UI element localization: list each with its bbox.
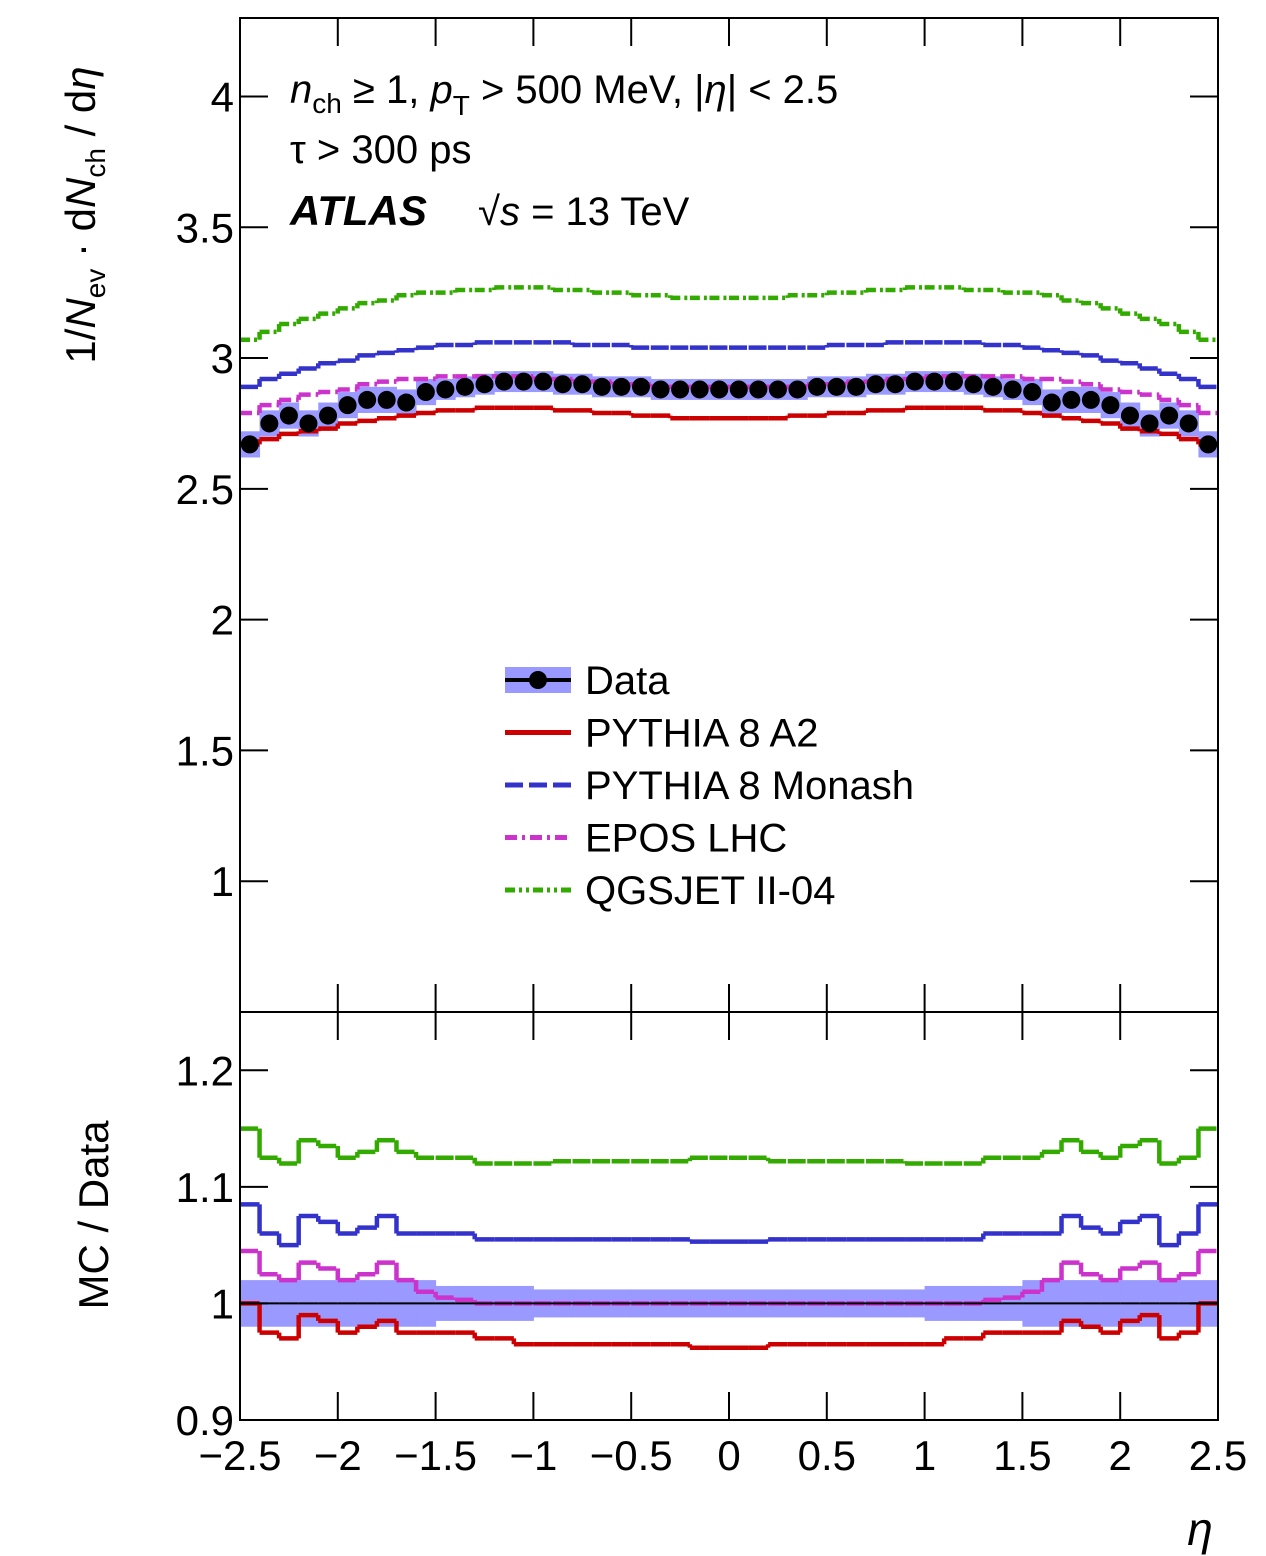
data-point: [651, 380, 670, 399]
y-tick-label: 1: [211, 858, 234, 905]
y-tick-label: 1.5: [176, 727, 234, 774]
data-point: [1042, 393, 1061, 412]
data-point: [573, 375, 592, 394]
y-tick-label: 2.5: [176, 466, 234, 513]
data-point: [925, 372, 944, 391]
plot-marks: 11.522.533.540.911.11.2−2.5 −2 −1.5 −1 −0.5 0…: [176, 17, 1247, 1479]
data-point: [514, 372, 533, 391]
series: [240, 1126, 1218, 1166]
series: [240, 1202, 1218, 1248]
ratio-y-axis-title: MC / Data: [70, 1120, 117, 1310]
data-point: [397, 393, 416, 412]
x-tick-label: −1: [509, 1432, 557, 1479]
data-point: [260, 414, 279, 433]
x-tick-label: 1: [913, 1432, 936, 1479]
annotation-selection: nch ≥ 1, pT > 500 MeV, |η| < 2.5: [290, 68, 838, 121]
x-tick-label: 0: [717, 1432, 740, 1479]
data-point: [984, 377, 1003, 396]
data-point: [671, 380, 690, 399]
data-point: [279, 406, 298, 425]
data-point: [964, 375, 983, 394]
data-point: [377, 390, 396, 409]
data-point: [240, 435, 259, 454]
y-tick-label: 4: [211, 73, 234, 120]
y-tick-label: 1.1: [176, 1164, 234, 1211]
atlas-label: ATLAS: [289, 187, 427, 234]
panel: 0.9 1 1.1 1.2 −2.5 −2 −1.5 −1 −0.5 0 0.5 1 1.5 2 2.5: [176, 1011, 1247, 1479]
data-point: [299, 414, 318, 433]
data-point: [1101, 396, 1120, 415]
y-tick-label: 0.9: [176, 1397, 234, 1444]
x-tick-label: −2: [314, 1432, 362, 1479]
x-tick-label: 0.5: [798, 1432, 856, 1479]
data-point: [710, 380, 729, 399]
data-point: [788, 380, 807, 399]
data-point: [808, 377, 827, 396]
legend-label: PYTHIA 8 A2: [585, 712, 818, 756]
data-point: [690, 380, 709, 399]
series: [240, 285, 1218, 342]
data-point: [1081, 390, 1100, 409]
data-point: [338, 396, 357, 415]
y-tick-label: 3: [211, 335, 234, 382]
x-tick-label: 1.5: [993, 1432, 1051, 1479]
data-point: [827, 377, 846, 396]
data-point: [1140, 414, 1159, 433]
data-point: [729, 380, 748, 399]
legend-marker: [529, 671, 547, 689]
x-tick-label: 2: [1109, 1432, 1132, 1479]
data-point: [631, 377, 650, 396]
y-tick-label: 1.2: [176, 1047, 234, 1094]
data-point: [905, 372, 924, 391]
data-point: [1003, 380, 1022, 399]
data-point: [534, 372, 553, 391]
data-point: [475, 375, 494, 394]
data-point: [553, 375, 572, 394]
data-point: [944, 372, 963, 391]
x-tick-label: −2.5: [199, 1432, 282, 1479]
y-tick-label: 3.5: [176, 204, 234, 251]
y-tick-label: 1: [211, 1280, 234, 1327]
data-point: [1199, 435, 1218, 454]
series: [240, 340, 1218, 390]
energy-label: √s = 13 TeV: [478, 190, 690, 234]
data-point: [1160, 406, 1179, 425]
data-point: [319, 406, 338, 425]
data-point: [436, 380, 455, 399]
legend-label: QGSJET II-04: [585, 869, 835, 913]
x-tick-label: 2.5: [1189, 1432, 1247, 1479]
data-point: [1179, 414, 1198, 433]
series: [240, 1301, 1218, 1350]
x-tick-label: −1.5: [394, 1432, 477, 1479]
legend-label: Data: [585, 659, 670, 703]
series: [240, 405, 1218, 447]
data-point: [358, 390, 377, 409]
y-axis-title: 1/Nev · dNch / dη: [57, 66, 111, 363]
data-point: [612, 377, 631, 396]
x-axis-title: η: [1187, 1503, 1213, 1555]
x-tick-label: −0.5: [590, 1432, 673, 1479]
data-point: [847, 377, 866, 396]
annotation-lifetime: τ > 300 ps: [290, 128, 471, 172]
y-tick-label: 2: [211, 597, 234, 644]
data-point: [592, 377, 611, 396]
data-point: [768, 380, 787, 399]
data-point: [455, 377, 474, 396]
data-point: [866, 375, 885, 394]
data-point: [1023, 383, 1042, 402]
data-point: [1120, 406, 1139, 425]
legend-label: PYTHIA 8 Monash: [585, 764, 914, 808]
legend-label: EPOS LHC: [585, 817, 787, 861]
data-point: [749, 380, 768, 399]
panel: 1 1.5 2 2.5 3 3.5 4: [176, 17, 1219, 1013]
data-point: [416, 383, 435, 402]
data-point: [886, 375, 905, 394]
data-point: [495, 372, 514, 391]
legend: Data PYTHIA 8 A2 PYTHIA 8 Monash EPOS LHC QG…: [505, 659, 914, 913]
data-point: [1062, 390, 1081, 409]
